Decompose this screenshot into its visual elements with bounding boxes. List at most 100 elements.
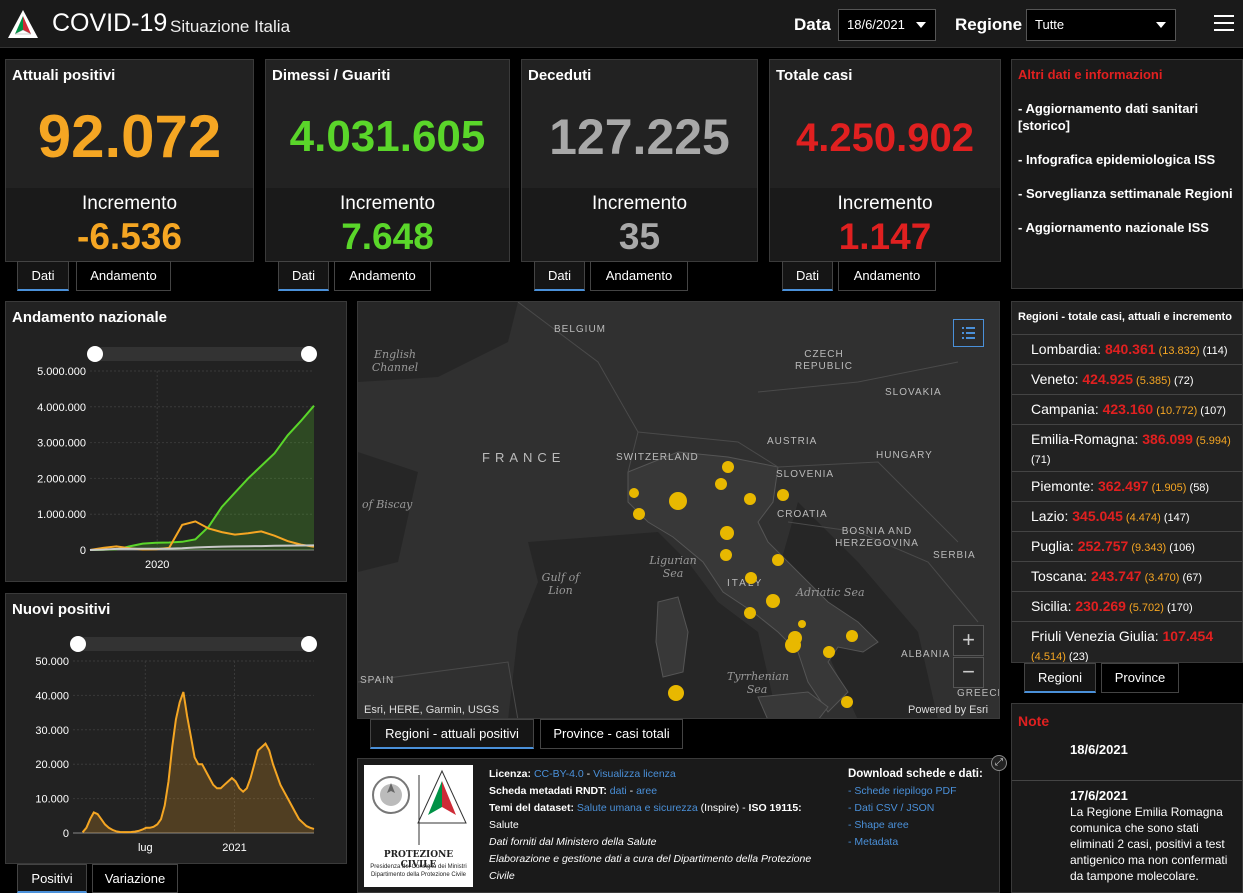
map-marker[interactable] [846,630,858,642]
region-row[interactable]: Toscana: 243.747 (3.470) (67) [1012,561,1242,593]
download-csv-link[interactable]: - Dati CSV / JSON [848,802,935,814]
region-increment: (107) [1197,405,1226,417]
region-select[interactable]: Tutte [1026,9,1176,41]
download-shape-link[interactable]: - Shape aree [848,819,909,831]
range-slider-track [95,347,309,361]
regions-list-panel: Regioni - totale casi, attuali e increme… [1011,301,1243,663]
tab-dati-guariti[interactable]: Dati [278,261,329,291]
info-link-infografica[interactable]: - Infografica epidemiologica ISS [1018,152,1216,167]
card-value: 92.072 [37,103,222,170]
tab-province-casi-totali[interactable]: Province - casi totali [540,719,683,749]
region-row[interactable]: Lombardia: 840.361 (13.832) (114) [1012,334,1242,366]
region-row[interactable]: Emilia-Romagna: 386.099 (5.994) (71) [1012,424,1242,475]
region-total: 107.454 [1162,628,1214,644]
region-value: Tutte [1035,17,1065,32]
temi-iso: ISO 19115: [748,802,802,814]
y-tick-label: 30.000 [35,725,69,737]
map-marker[interactable] [668,685,684,701]
tab-dati-deceduti[interactable]: Dati [534,261,585,291]
map-marker[interactable] [720,549,732,561]
hamburger-menu-icon[interactable] [1214,15,1234,33]
map-marker[interactable] [722,461,734,473]
card-value: 127.225 [549,109,730,165]
credits-panel: PROTEZIONE CIVILE Presidenza del Consigl… [357,758,1000,893]
region-row[interactable]: Piemonte: 362.497 (1.905) (58) [1012,471,1242,503]
zoom-out-button[interactable]: − [953,657,984,688]
region-total: 243.747 [1090,568,1142,584]
y-tick-label: 5.000.000 [37,366,86,378]
y-tick-label: 40.000 [35,690,69,702]
info-link-aggiornamento[interactable]: - Aggiornamento dati sanitari [storico] [1018,101,1199,133]
map-marker[interactable] [669,492,687,510]
chart-panel-nuovi-positivi: Nuovi positivi 50.000 40.000 30.000 20.000 1… [5,593,347,864]
rndt-sep: - [629,785,634,797]
tab-regioni[interactable]: Regioni [1024,663,1096,693]
sea-label-english-channel: English Channel [371,348,419,374]
map-view[interactable]: BELGIUM CZECH REPUBLIC SLOVAKIA FRANCE S… [357,301,1000,719]
chart-andamento-nazionale[interactable]: 5.000.000 4.000.000 3.000.000 2.000.000 1.00… [6,342,346,582]
map-marker[interactable] [715,478,727,490]
rndt-dati-link[interactable]: dati [609,785,627,797]
map-marker[interactable] [720,526,734,540]
tab-variazione[interactable]: Variazione [92,864,178,893]
info-link-sorveglianza[interactable]: - Sorveglianza settimanale Regioni [1018,186,1233,201]
map-marker[interactable] [823,646,835,658]
rndt-aree-link[interactable]: aree [636,785,658,797]
map-label-hungary: HUNGARY [876,450,933,461]
tab-andamento-totale[interactable]: Andamento [838,261,936,291]
info-link-nazionale[interactable]: - Aggiornamento nazionale ISS [1018,220,1209,235]
tab-province[interactable]: Province [1101,663,1179,693]
tab-andamento-attuali[interactable]: Andamento [76,261,171,291]
tab-regioni-attuali-positivi[interactable]: Regioni - attuali positivi [370,719,534,749]
tab-dati-totale[interactable]: Dati [782,261,833,291]
legend-list-icon[interactable] [953,319,984,347]
map-label-italy: ITALY [727,578,764,589]
series-line [89,405,315,551]
map-label-slovakia: SLOVAKIA [885,387,942,398]
region-row[interactable]: Veneto: 424.925 (5.385) (72) [1012,364,1242,396]
logo-text-main: PROTEZIONE CIVILE [383,850,454,870]
download-title: Download schede e dati: [848,768,983,780]
date-select[interactable]: 18/6/2021 [838,9,936,41]
map-marker[interactable] [745,572,757,584]
region-row[interactable]: Puglia: 252.757 (9.343) (106) [1012,531,1242,563]
region-name: Campania: [1031,401,1103,417]
download-pdf-link[interactable]: - Schede riepilogo PDF [848,785,957,797]
chart-nuovi-positivi[interactable]: 50.000 40.000 30.000 20.000 10.000 0 lug 2021 [6,634,346,864]
map-marker[interactable] [766,594,780,608]
download-metadata-link[interactable]: - Metadata [848,836,899,848]
note-date: 18/6/2021 [1070,742,1128,757]
region-row[interactable]: Friuli Venezia Giulia: 107.454 (4.514) (… [1012,621,1242,662]
logo-text-sub1: Presidenza del Consiglio dei Ministri [370,864,467,870]
map-marker[interactable] [777,489,789,501]
temi-link[interactable]: Salute umana e sicurezza [576,802,698,814]
temi-label: Temi del dataset: [489,802,574,814]
map-marker[interactable] [798,620,806,628]
expand-icon[interactable]: ⤢ [991,755,1007,771]
map-credit-right[interactable]: Powered by Esri [908,704,989,716]
region-increment: (72) [1170,375,1194,387]
map-marker[interactable] [841,696,853,708]
card-dimessi-guariti: Dimessi / Guariti 4.031.605 Incremento 7… [265,59,510,262]
map-marker[interactable] [785,637,801,653]
region-name: Emilia-Romagna: [1031,431,1143,447]
tab-andamento-guariti[interactable]: Andamento [334,261,431,291]
card-increment-area: Incremento 1.147 [770,188,1000,261]
zoom-in-button[interactable]: + [953,625,984,656]
tab-dati-attuali[interactable]: Dati [17,261,69,291]
map-marker[interactable] [629,488,639,498]
view-license-link[interactable]: Visualizza licenza [593,768,676,780]
region-row[interactable]: Sicilia: 230.269 (5.702) (170) [1012,591,1242,623]
tab-andamento-deceduti[interactable]: Andamento [590,261,688,291]
map-marker[interactable] [744,493,756,505]
license-link[interactable]: CC-BY-4.0 [533,768,584,780]
card-increment-value: 1.147 [838,216,932,257]
region-row[interactable]: Lazio: 345.045 (4.474) (147) [1012,501,1242,533]
map-marker[interactable] [633,508,645,520]
map-marker[interactable] [772,554,784,566]
region-row[interactable]: Campania: 423.160 (10.772) (107) [1012,394,1242,426]
map-marker[interactable] [744,607,756,619]
card-title: Deceduti [528,67,592,84]
tab-positivi[interactable]: Positivi [17,864,87,893]
